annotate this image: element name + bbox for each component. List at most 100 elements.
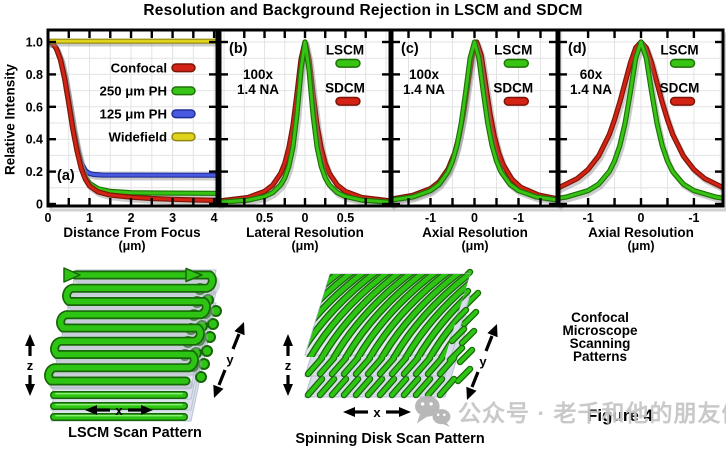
svg-text:(d): (d) [568,41,587,57]
svg-text:2: 2 [128,211,135,225]
panel-border [557,28,725,208]
caption-line: Microscope [562,323,638,338]
legend-swatch [503,96,530,106]
svg-text:(a): (a) [57,168,75,184]
tick-marks [46,31,216,206]
svg-text:-1: -1 [688,211,699,225]
figure-number: Figure 4 [586,406,654,425]
sdcm-x-axis-arrow [343,407,411,417]
series-curves [393,39,556,205]
spinning-disk-scan-pattern-label: Spinning Disk Scan Pattern [295,431,485,447]
y-axis-label: Relative Intensity [2,63,18,176]
caption-line: Scanning [569,336,631,351]
x-axis-label-a: Distance From Focus (μm) [52,226,212,253]
legend-swatch [503,58,530,68]
LSCM-curve [393,40,556,202]
svg-text:0.2: 0.2 [26,165,43,179]
svg-text:4: 4 [211,211,218,225]
x-axis-label-c-unit: (μm) [461,238,489,253]
caption-line: Patterns [572,349,628,364]
lscm-z-axis-arrow [25,334,35,396]
svg-text:Confocal: Confocal [111,61,167,76]
series-curves [49,38,216,205]
series-curves [560,39,722,204]
svg-text:-1: -1 [513,211,524,225]
tick-marks [221,31,389,206]
lscm-z-axis-label: z [27,358,34,373]
svg-text:3: 3 [169,211,176,225]
svg-text:60x: 60x [580,67,603,82]
svg-text:0.4: 0.4 [26,133,43,147]
svg-text:0: 0 [638,211,645,225]
lscm-serpentine [44,267,220,390]
LSCM-curve [560,40,722,200]
tick-marks [560,31,722,206]
x-axis-label-d-text: Axial Resolution [588,225,694,240]
svg-text:SDCM: SDCM [660,81,700,96]
svg-text:0.5: 0.5 [337,211,354,225]
Confocal-curve [49,40,216,202]
legend-swatch [171,63,196,73]
svg-text:Widefield: Widefield [109,130,168,145]
svg-text:LSCM: LSCM [326,43,364,58]
watermark: 公众号 · 老千和他的朋友们 [414,394,726,428]
figure-title: Resolution and Background Rejection in L… [143,2,583,19]
svg-text:SDCM: SDCM [493,81,533,96]
svg-text:LSCM: LSCM [494,43,532,58]
panel-a: 0 1 2 3 4 0 0.2 0.4 0.6 0.8 1.0 (a) Confocal 250 μm P… [26,28,222,225]
x-axis-label-b: Lateral Resolution (μm) [225,226,385,253]
x-axis-label-b-text: Lateral Resolution [246,225,364,240]
svg-text:(b): (b) [229,41,248,57]
sdcm-z-axis-arrow [283,334,293,396]
x-axis-label-a-text: Distance From Focus [63,225,201,240]
svg-text:(c): (c) [401,41,419,57]
svg-text:100x: 100x [243,67,274,82]
x-axis-label-d: Axial Resolution (μm) [561,226,721,253]
legend-swatch [335,96,361,106]
x-axis-label-b-unit: (μm) [291,238,319,253]
scan-direction-arrow [63,267,81,283]
svg-text:0: 0 [36,198,43,212]
svg-text:1.4 NA: 1.4 NA [237,82,279,97]
watermark-text: 公众号 · 老千和他的朋友们 [458,400,726,426]
series-curves [221,39,389,205]
x-axis-label-a-unit: (μm) [118,238,146,253]
lscm-x-axis-arrow [85,405,153,415]
LSCM-curve [221,40,389,204]
panel-border [218,28,392,208]
svg-text:SDCM: SDCM [325,81,365,96]
gridlines [220,30,390,206]
svg-text:-1: -1 [425,211,436,225]
svg-text:100x: 100x [409,67,440,82]
legend-swatch [669,96,696,106]
lscm-front-tubes [50,391,188,421]
x-axis-label-c: Axial Resolution (μm) [395,226,555,253]
x-axis-label-c-text: Axial Resolution [422,225,528,240]
svg-text:250 μm PH: 250 μm PH [100,84,167,99]
svg-text:0.8: 0.8 [26,68,43,82]
scan-direction-arrow-2 [185,267,203,283]
legend-swatch [669,58,696,68]
sdcm-x-axis-label: x [373,405,381,420]
sdcm-y-axis-label: y [479,354,487,369]
lscm-scan-pattern-label: LSCM Scan Pattern [68,425,202,441]
svg-text:0: 0 [45,211,52,225]
svg-text:1.4 NA: 1.4 NA [403,82,445,97]
sdcm-y-axis-arrow [466,324,498,400]
spinning-disk-scan-pattern-diagram: z x y [283,268,498,420]
sdcm-plane-top [304,273,471,357]
legend-swatch [335,58,361,68]
caption-line: Confocal [571,310,629,325]
svg-text:0.5: 0.5 [256,211,273,225]
panel-border [390,28,559,208]
sdcm-z-axis-label: z [285,358,292,373]
svg-text:-1: -1 [583,211,594,225]
tick-marks [393,31,556,206]
svg-text:0.6: 0.6 [26,100,43,114]
legend-swatch [171,109,196,119]
lscm-y-axis-label: y [226,352,234,367]
gridlines [392,30,557,206]
